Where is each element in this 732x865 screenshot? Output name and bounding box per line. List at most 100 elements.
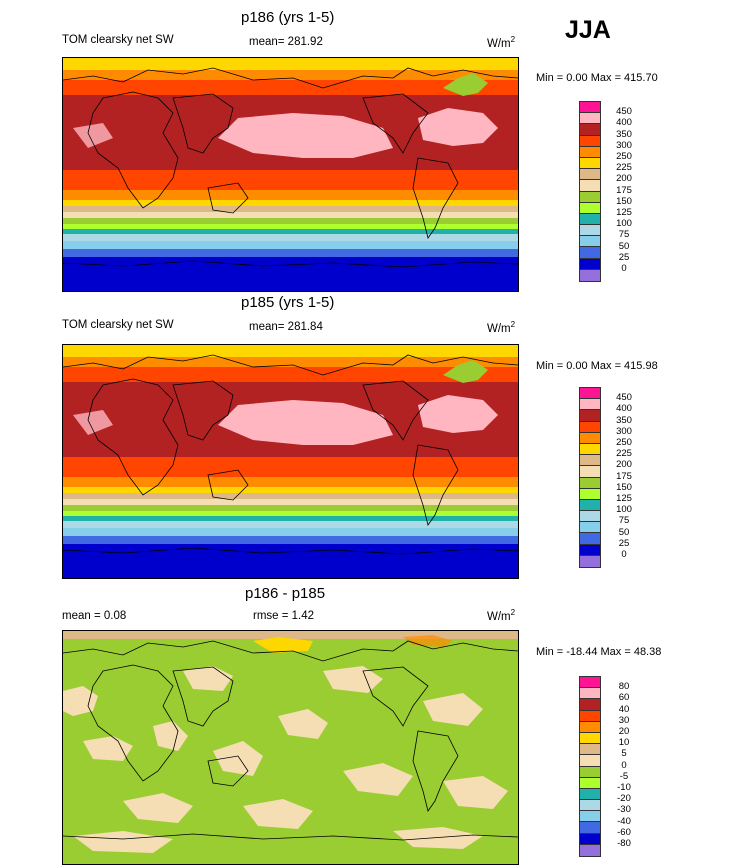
colorbar-swatch	[580, 102, 600, 114]
colorbar-level-label: 10	[618, 737, 630, 749]
map-plot	[62, 344, 519, 579]
colorbar-swatch	[580, 744, 600, 756]
colorbar-swatch	[580, 800, 600, 812]
colorbar-level-label: -5	[619, 770, 629, 782]
colorbar-swatch	[580, 677, 600, 689]
units-label: W/m2	[487, 35, 516, 50]
colorbar-level-label: 200	[616, 459, 632, 471]
colorbar	[579, 101, 601, 282]
panel-title: p185 (yrs 1-5)	[241, 294, 335, 311]
colorbar-swatch	[580, 488, 600, 500]
colorbar-swatch	[580, 269, 600, 281]
colorbar-swatch	[580, 777, 600, 789]
colorbar-swatch	[580, 477, 600, 489]
panel-difference: p186 - p185 mean = 0.08 rmse = 1.42 W/m2	[0, 580, 732, 865]
panel-p186: p186 (yrs 1-5) TOM clearsky net SW mean=…	[0, 0, 732, 292]
colorbar-level-label: 150	[616, 195, 632, 207]
panel-title: p186 - p185	[245, 585, 326, 602]
colorbar-level-label: 225	[616, 448, 632, 460]
colorbar-level-label: -80	[617, 838, 631, 849]
mean-label: mean= 281.84	[249, 321, 323, 333]
colorbar-swatch	[580, 844, 600, 856]
colorbar-level-label: 150	[616, 481, 632, 493]
minmax-label: Min = 0.00 Max = 415.70	[536, 72, 658, 84]
colorbar-swatch	[580, 721, 600, 733]
colorbar-swatch	[580, 455, 600, 467]
panel-title: p186 (yrs 1-5)	[241, 9, 335, 26]
colorbar-level-label: 300	[616, 425, 632, 437]
field-label: TOM clearsky net SW	[62, 319, 174, 331]
colorbar-swatch	[580, 421, 600, 433]
season-label: JJA	[565, 16, 611, 44]
colorbar-level-label: 0	[621, 759, 627, 771]
colorbar-swatch	[580, 399, 600, 411]
colorbar-level-label: 25	[618, 537, 630, 549]
colorbar-swatch	[580, 522, 600, 534]
units-label: W/m2	[487, 608, 516, 623]
colorbar-swatch	[580, 410, 600, 422]
units-label: W/m2	[487, 320, 516, 335]
colorbar-swatch	[580, 443, 600, 456]
colorbar-swatch	[580, 688, 600, 700]
colorbar-swatch	[580, 811, 600, 823]
colorbar-swatch	[580, 191, 600, 203]
colorbar-level-label: -10	[617, 782, 631, 793]
colorbar-swatch	[580, 822, 600, 834]
colorbar-swatch	[580, 766, 600, 778]
colorbar-level-label: -30	[617, 804, 631, 816]
colorbar	[579, 676, 601, 857]
colorbar-swatch	[580, 225, 600, 237]
colorbar-swatch	[580, 511, 600, 523]
colorbar-level-label: -60	[617, 826, 631, 838]
colorbar-level-label: -40	[617, 815, 631, 827]
colorbar-level-label: 400	[616, 403, 632, 415]
colorbar-swatch	[580, 146, 600, 158]
colorbar-level-label: 5	[621, 748, 627, 760]
panel-p185: p185 (yrs 1-5) TOM clearsky net SW mean=…	[0, 290, 732, 580]
colorbar-level-label: 175	[616, 184, 632, 196]
colorbar-swatch	[580, 113, 600, 125]
colorbar-swatch	[580, 247, 600, 259]
colorbar-level-label: 80	[618, 681, 630, 693]
sw-contour-map	[63, 345, 518, 578]
colorbar-swatch	[580, 388, 600, 400]
colorbar-swatch	[580, 213, 600, 226]
colorbar-level-label: 60	[618, 692, 630, 704]
colorbar-swatch	[580, 258, 600, 270]
difference-contour-map	[63, 631, 518, 864]
colorbar-level-label: 400	[616, 117, 632, 129]
colorbar-level-label: 25	[618, 251, 630, 263]
colorbar-level-label: 0	[621, 263, 627, 274]
colorbar-level-label: 75	[618, 229, 630, 241]
colorbar-swatch	[580, 710, 600, 722]
colorbar-level-label: 40	[618, 703, 630, 715]
colorbar-swatch	[580, 236, 600, 248]
colorbar-level-label: 200	[616, 173, 632, 185]
colorbar-swatch	[580, 833, 600, 845]
colorbar-level-label: 225	[616, 162, 632, 174]
colorbar	[579, 387, 601, 568]
colorbar-level-label: 450	[616, 106, 632, 118]
colorbar-level-label: 125	[616, 207, 632, 218]
colorbar-level-label: 50	[618, 526, 630, 538]
colorbar-level-label: 50	[618, 240, 630, 252]
colorbar-level-label: 100	[616, 218, 632, 230]
colorbar-level-label: 175	[616, 470, 632, 482]
colorbar-level-label: 75	[618, 515, 630, 527]
colorbar-swatch	[580, 135, 600, 147]
sw-contour-map	[63, 58, 518, 291]
colorbar-swatch	[580, 788, 600, 801]
colorbar-level-label: 30	[618, 714, 630, 726]
colorbar-level-label: 450	[616, 392, 632, 404]
mean-label: mean = 0.08	[62, 610, 127, 622]
colorbar-swatch	[580, 432, 600, 444]
colorbar-swatch	[580, 732, 600, 745]
colorbar-swatch	[580, 124, 600, 136]
colorbar-swatch	[580, 755, 600, 767]
colorbar-level-label: 100	[616, 504, 632, 516]
colorbar-swatch	[580, 157, 600, 170]
colorbar-swatch	[580, 169, 600, 181]
colorbar-swatch	[580, 699, 600, 711]
colorbar-level-label: 350	[616, 414, 632, 426]
colorbar-swatch	[580, 533, 600, 545]
